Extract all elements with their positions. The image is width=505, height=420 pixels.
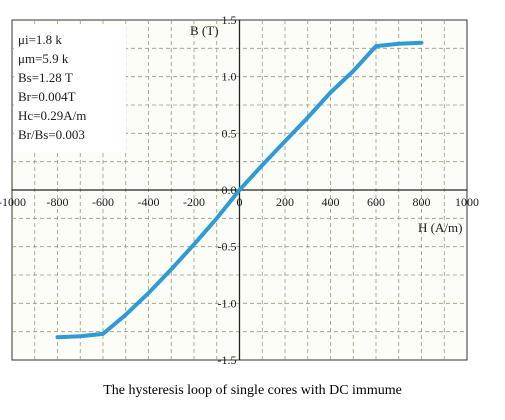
series-group [55,40,424,340]
x-tick-label: 400 [322,195,340,209]
annotation-line: Br=0.004T [18,89,76,104]
x-tick-label: -600 [92,195,114,209]
y-tick-label: 1.0 [222,70,237,84]
y-tick-label: 0.0 [222,183,237,197]
annotation-line: Hc=0.29A/m [18,108,86,123]
annotation-line: μm=5.9 k [18,51,69,66]
x-tick-label: 200 [276,195,294,209]
tick-labels: -1000 -800 -600 -400 -200 0 200 400 600 800 1000 -1… [0,13,479,367]
x-tick-label: -1000 [0,195,26,209]
annotation-line: μi=1.8 k [18,32,62,47]
x-tick-label: -400 [138,195,160,209]
figure-caption: The hysteresis loop of single cores with… [103,383,402,398]
x-tick-label: -800 [47,195,69,209]
x-tick-label: 1000 [455,195,479,209]
y-tick-label: -1.0 [218,296,237,310]
annotation-line: Br/Bs=0.003 [18,127,85,142]
y-tick-label: -1.5 [218,353,237,367]
y-axis-label: B (T) [190,23,219,38]
y-tick-label: -0.5 [218,240,237,254]
x-tick-label: 800 [413,195,431,209]
annotation-line: Bs=1.28 T [18,70,73,85]
x-tick-label: 600 [367,195,385,209]
annotation-box: μi=1.8 k μm=5.9 k Bs=1.28 T Br=0.004T Hc=0.2… [14,24,126,152]
hysteresis-chart: -1000 -800 -600 -400 -200 0 200 400 600 800 1000 -1… [0,13,479,367]
x-tick-label: 0 [237,195,243,209]
annotation-background [14,24,126,152]
hysteresis-curve [55,40,424,340]
x-axis-label: H (A/m) [418,220,462,235]
y-tick-label: 0.5 [222,126,237,140]
x-tick-label: -200 [183,195,205,209]
y-tick-label: 1.5 [222,13,237,27]
